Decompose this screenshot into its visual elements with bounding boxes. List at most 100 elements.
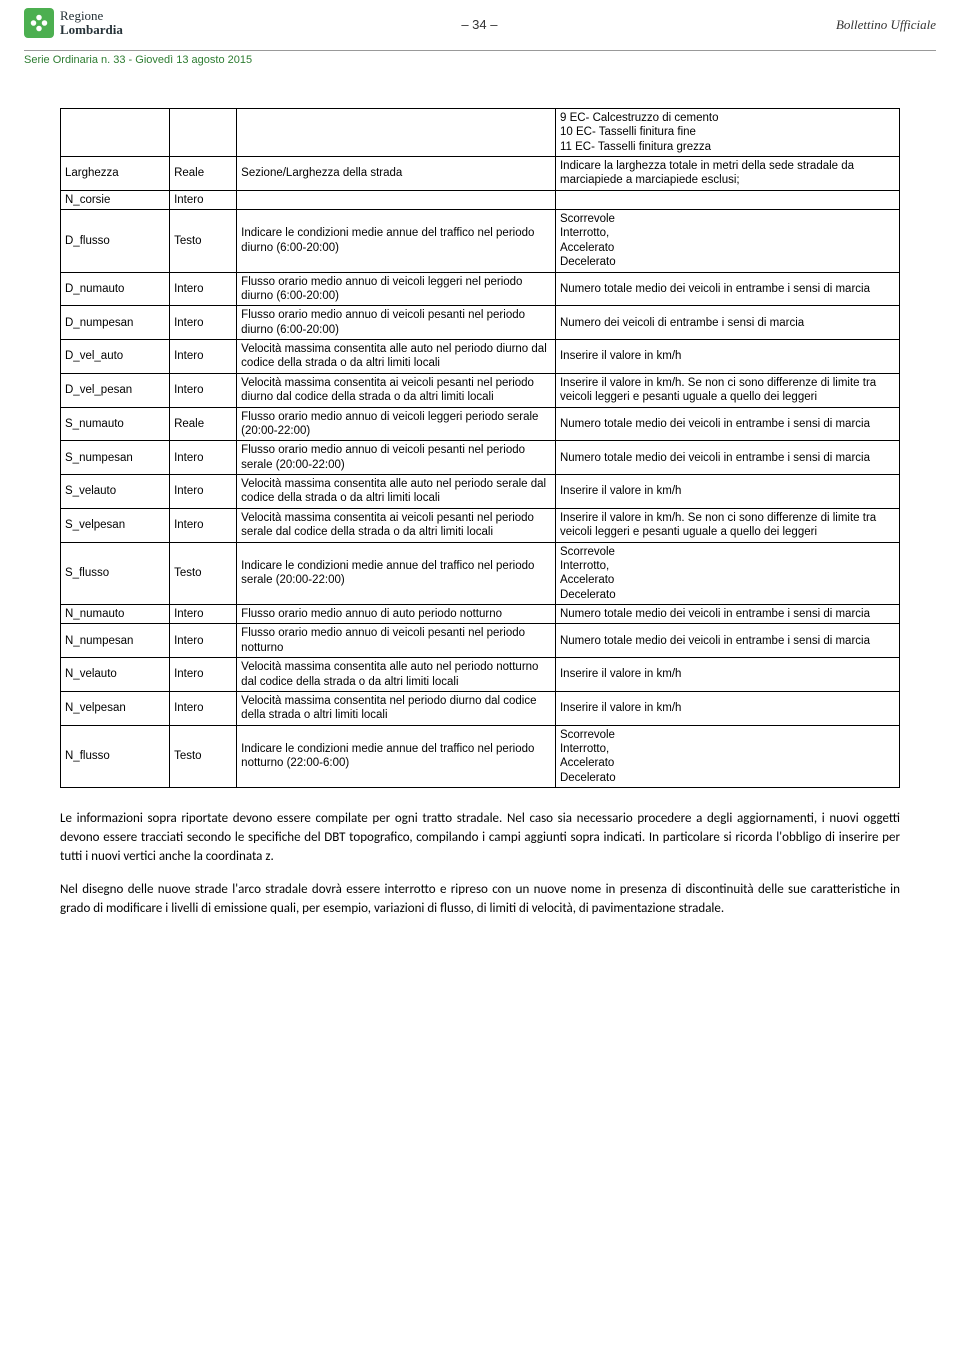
table-row: D_numpesanInteroFlusso orario medio annu… <box>61 306 900 340</box>
header-rule <box>24 50 936 51</box>
logo-text: Regione Lombardia <box>60 9 123 36</box>
table-row: S_flussoTestoIndicare le condizioni medi… <box>61 542 900 605</box>
table-cell-c3: Flusso orario medio annuo di veicoli pes… <box>237 624 556 658</box>
table-row: N_numautoInteroFlusso orario medio annuo… <box>61 605 900 624</box>
table-row: S_numautoRealeFlusso orario medio annuo … <box>61 407 900 441</box>
table-cell-c1: S_numpesan <box>61 441 170 475</box>
table-cell-c4: Inserire il valore in km/h <box>555 658 899 692</box>
table-row: S_numpesanInteroFlusso orario medio annu… <box>61 441 900 475</box>
table-cell-c1: N_corsie <box>61 190 170 209</box>
table-cell-c4: 9 EC- Calcestruzzo di cemento10 EC- Tass… <box>555 108 899 156</box>
fields-table: 9 EC- Calcestruzzo di cemento10 EC- Tass… <box>60 108 900 788</box>
table-cell-c3: Velocità massima consentita alle auto ne… <box>237 475 556 509</box>
table-cell-c4: Inserire il valore in km/h <box>555 340 899 374</box>
table-cell-c3: Flusso orario medio annuo di veicoli pes… <box>237 306 556 340</box>
table-cell-c1: D_numpesan <box>61 306 170 340</box>
table-cell-c1: N_velauto <box>61 658 170 692</box>
table-cell-c2: Intero <box>170 475 237 509</box>
table-cell-c3: Velocità massima consentita ai veicoli p… <box>237 373 556 407</box>
table-cell-c3: Velocità massima consentita alle auto ne… <box>237 340 556 374</box>
table-cell-c1: Larghezza <box>61 156 170 190</box>
table-row: D_numautoInteroFlusso orario medio annuo… <box>61 272 900 306</box>
table-cell-c3: Flusso orario medio annuo di veicoli leg… <box>237 272 556 306</box>
table-cell-c4: Numero totale medio dei veicoli in entra… <box>555 441 899 475</box>
table-row: N_corsieIntero <box>61 190 900 209</box>
table-cell-c2: Intero <box>170 373 237 407</box>
table-cell-c2: Testo <box>170 542 237 605</box>
table-row: 9 EC- Calcestruzzo di cemento10 EC- Tass… <box>61 108 900 156</box>
table-cell-c3: Sezione/Larghezza della strada <box>237 156 556 190</box>
table-cell-c1: S_velpesan <box>61 508 170 542</box>
table-cell-c4: Indicare la larghezza totale in metri de… <box>555 156 899 190</box>
serie-line: Serie Ordinaria n. 33 - Giovedì 13 agost… <box>0 53 960 108</box>
table-cell-c1: N_velpesan <box>61 691 170 725</box>
table-cell-c2: Intero <box>170 306 237 340</box>
table-cell-c4: Numero totale medio dei veicoli in entra… <box>555 407 899 441</box>
table-cell-c4: Inserire il valore in km/h <box>555 691 899 725</box>
table-row: N_numpesanInteroFlusso orario medio annu… <box>61 624 900 658</box>
table-cell-c2: Intero <box>170 658 237 692</box>
table-cell-c4: Numero totale medio dei veicoli in entra… <box>555 272 899 306</box>
table-row: S_velpesanInteroVelocità massima consent… <box>61 508 900 542</box>
lombardia-logo-icon <box>24 8 54 38</box>
table-cell-c1: S_numauto <box>61 407 170 441</box>
table-cell-c4 <box>555 190 899 209</box>
table-cell-c2: Intero <box>170 691 237 725</box>
table-cell-c4: Numero totale medio dei veicoli in entra… <box>555 605 899 624</box>
page-content: 9 EC- Calcestruzzo di cemento10 EC- Tass… <box>0 108 960 959</box>
table-cell-c4: ScorrevoleInterrotto,AcceleratoDecelerat… <box>555 210 899 273</box>
table-row: S_velautoInteroVelocità massima consenti… <box>61 475 900 509</box>
table-cell-c3: Flusso orario medio annuo di veicoli leg… <box>237 407 556 441</box>
table-cell-c2: Intero <box>170 190 237 209</box>
logo-block: Regione Lombardia <box>24 8 123 38</box>
table-cell-c2 <box>170 108 237 156</box>
page-header: Regione Lombardia – 34 – Bollettino Uffi… <box>0 0 960 50</box>
table-cell-c2: Testo <box>170 725 237 788</box>
table-row: D_vel_pesanInteroVelocità massima consen… <box>61 373 900 407</box>
table-cell-c3: Indicare le condizioni medie annue del t… <box>237 210 556 273</box>
table-cell-c3 <box>237 190 556 209</box>
logo-line2: Lombardia <box>60 23 123 37</box>
table-cell-c4: Inserire il valore in km/h <box>555 475 899 509</box>
table-cell-c4: Inserire il valore in km/h. Se non ci so… <box>555 508 899 542</box>
table-cell-c2: Reale <box>170 407 237 441</box>
table-cell-c1: D_vel_auto <box>61 340 170 374</box>
table-cell-c2: Reale <box>170 156 237 190</box>
table-cell-c2: Intero <box>170 340 237 374</box>
table-cell-c3: Indicare le condizioni medie annue del t… <box>237 725 556 788</box>
table-cell-c1: S_velauto <box>61 475 170 509</box>
table-cell-c1: D_flusso <box>61 210 170 273</box>
table-cell-c4: Numero totale medio dei veicoli in entra… <box>555 624 899 658</box>
paragraph-2: Nel disegno delle nuove strade l'arco st… <box>60 881 900 919</box>
table-cell-c1: N_numpesan <box>61 624 170 658</box>
page-number: – 34 – <box>461 8 497 34</box>
table-cell-c2: Intero <box>170 441 237 475</box>
table-cell-c1: S_flusso <box>61 542 170 605</box>
paragraph-1: Le informazioni sopra riportate devono e… <box>60 810 900 867</box>
table-cell-c2: Intero <box>170 508 237 542</box>
table-cell-c3: Velocità massima consentita ai veicoli p… <box>237 508 556 542</box>
logo-line1: Regione <box>60 9 123 23</box>
table-cell-c3: Velocità massima consentita nel periodo … <box>237 691 556 725</box>
table-cell-c2: Testo <box>170 210 237 273</box>
table-row: D_flussoTestoIndicare le condizioni medi… <box>61 210 900 273</box>
table-cell-c3: Velocità massima consentita alle auto ne… <box>237 658 556 692</box>
table-cell-c1: D_vel_pesan <box>61 373 170 407</box>
table-cell-c3: Flusso orario medio annuo di veicoli pes… <box>237 441 556 475</box>
table-cell-c1: N_flusso <box>61 725 170 788</box>
table-cell-c1: D_numauto <box>61 272 170 306</box>
table-cell-c2: Intero <box>170 605 237 624</box>
table-cell-c4: ScorrevoleInterrotto,AcceleratoDecelerat… <box>555 542 899 605</box>
table-cell-c4: ScorrevoleInterrotto,AcceleratoDecelerat… <box>555 725 899 788</box>
table-cell-c1 <box>61 108 170 156</box>
table-row: D_vel_autoInteroVelocità massima consent… <box>61 340 900 374</box>
table-cell-c4: Inserire il valore in km/h. Se non ci so… <box>555 373 899 407</box>
table-cell-c3: Indicare le condizioni medie annue del t… <box>237 542 556 605</box>
table-cell-c4: Numero dei veicoli di entrambe i sensi d… <box>555 306 899 340</box>
table-row: LarghezzaRealeSezione/Larghezza della st… <box>61 156 900 190</box>
bollettino-label: Bollettino Ufficiale <box>836 8 936 34</box>
table-cell-c1: N_numauto <box>61 605 170 624</box>
table-cell-c3: Flusso orario medio annuo di auto period… <box>237 605 556 624</box>
table-cell-c3 <box>237 108 556 156</box>
table-cell-c2: Intero <box>170 272 237 306</box>
